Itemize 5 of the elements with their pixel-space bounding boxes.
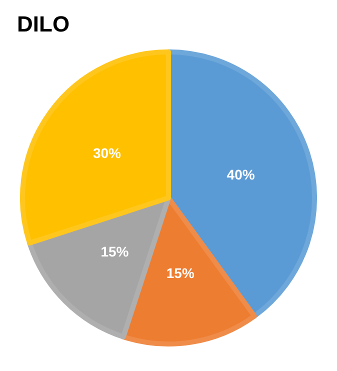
chart-title: DILO <box>17 12 70 36</box>
data-label: 40% <box>226 166 256 182</box>
data-label: 15% <box>166 265 195 282</box>
data-label: 30% <box>92 145 122 162</box>
data-label: 15% <box>100 244 130 260</box>
